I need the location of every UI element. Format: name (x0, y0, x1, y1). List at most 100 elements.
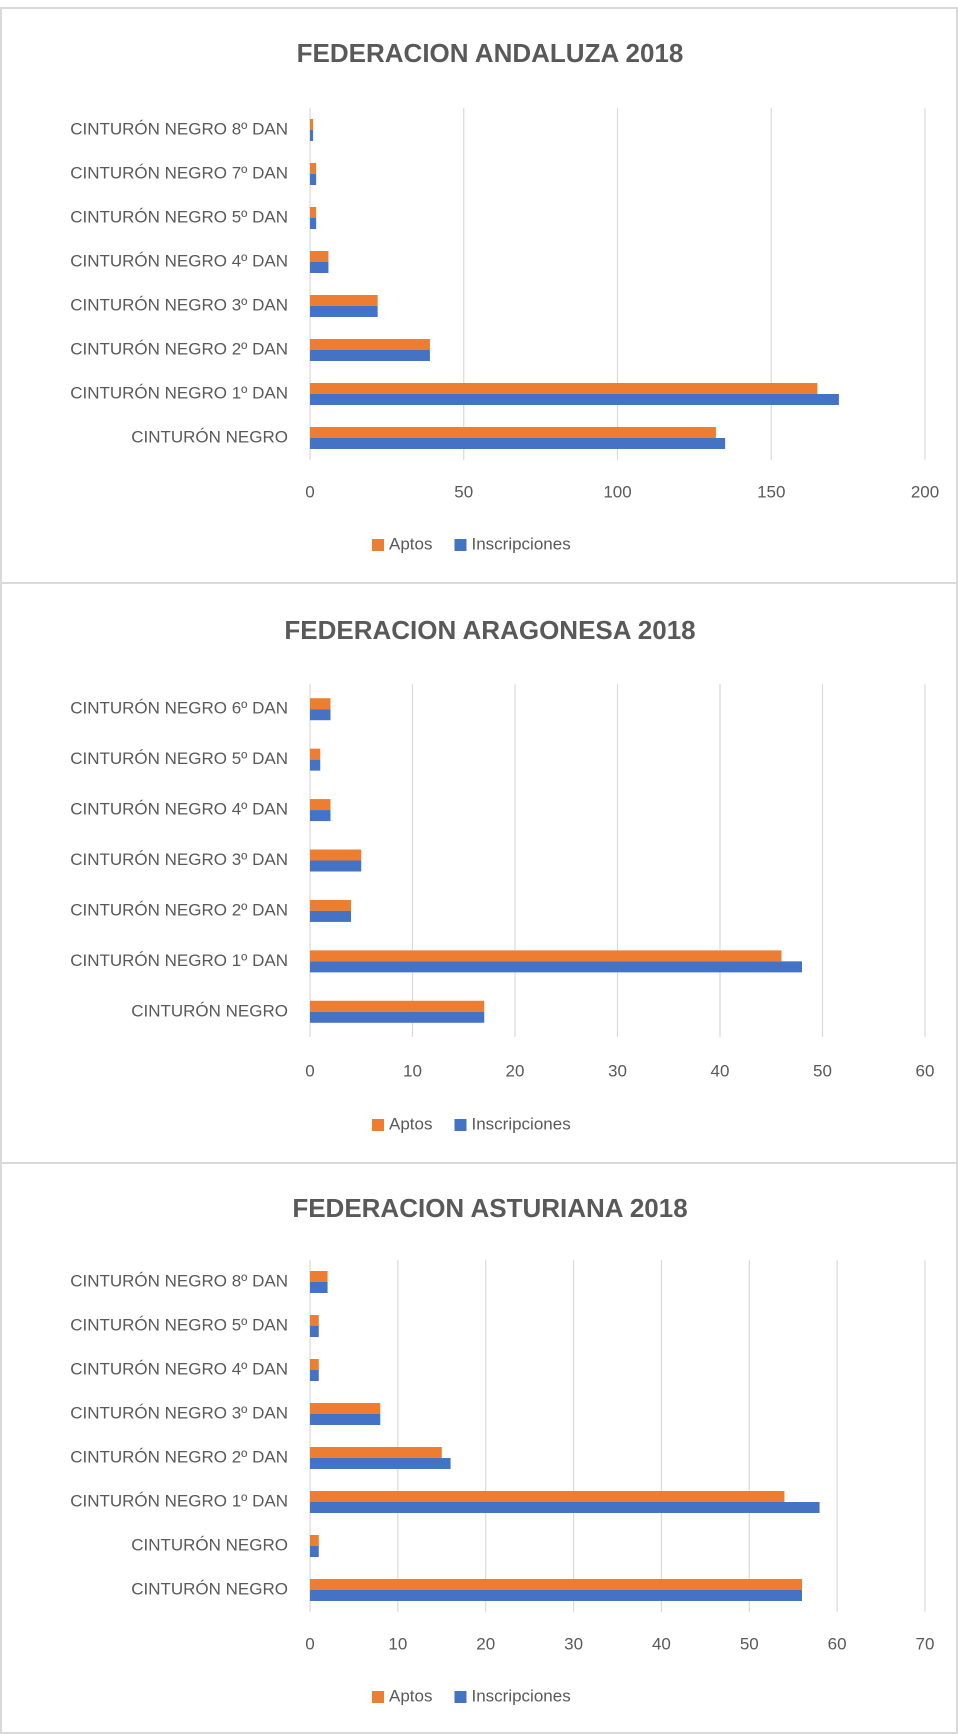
bar (310, 383, 818, 394)
bar (310, 899, 351, 911)
y-tick-label: CINTURÓN NEGRO 1º DAN (70, 951, 288, 970)
y-tick-label: CINTURÓN NEGRO 2º DAN (70, 339, 288, 358)
legend-swatch (372, 1119, 384, 1131)
bar (310, 1458, 451, 1469)
y-tick-label: CINTURÓN NEGRO 6º DAN (70, 699, 288, 718)
x-tick-label: 10 (388, 1634, 407, 1653)
y-tick-label: CINTURÓN NEGRO 5º DAN (70, 207, 288, 226)
x-tick-label: 30 (564, 1634, 583, 1653)
legend-swatch (454, 1691, 467, 1703)
x-tick-label: 0 (305, 482, 314, 501)
x-tick-label: 30 (608, 1061, 627, 1080)
bar (310, 1535, 319, 1546)
bar (310, 262, 329, 273)
bar (310, 295, 378, 306)
panel (0, 582, 958, 1164)
bar (310, 759, 321, 771)
chart-title: FEDERACION ASTURIANA 2018 (292, 1193, 687, 1223)
bar (310, 1326, 319, 1337)
x-tick-label: 20 (476, 1634, 495, 1653)
bar (310, 1282, 328, 1293)
bar (310, 1491, 785, 1502)
bar (310, 350, 430, 361)
x-tick-label: 0 (305, 1634, 314, 1653)
x-tick-label: 60 (828, 1634, 847, 1653)
legend-swatch (454, 539, 467, 551)
bar (310, 1370, 319, 1381)
x-tick-label: 50 (740, 1634, 759, 1653)
legend-swatch (454, 1119, 467, 1131)
x-tick-label: 0 (305, 1061, 314, 1080)
bar (310, 119, 314, 130)
chart-title: FEDERACION ARAGONESA 2018 (284, 615, 695, 645)
x-tick-label: 40 (652, 1634, 671, 1653)
bar (310, 207, 317, 218)
bar (310, 910, 351, 922)
bar (310, 748, 321, 760)
y-tick-label: CINTURÓN NEGRO 4º DAN (70, 1359, 288, 1378)
bar (310, 427, 716, 438)
bar (310, 1403, 381, 1414)
chart-title: FEDERACION ANDALUZA 2018 (297, 38, 684, 68)
bar (310, 438, 726, 449)
bar (310, 1447, 442, 1458)
y-tick-label: CINTURÓN NEGRO 4º DAN (70, 251, 288, 270)
bar (310, 961, 802, 973)
bar (310, 218, 317, 229)
y-tick-label: CINTURÓN NEGRO (131, 1535, 288, 1554)
legend-label: Aptos (389, 534, 432, 553)
bar (310, 1011, 485, 1023)
bar (310, 709, 331, 721)
legend-swatch (372, 1691, 384, 1703)
legend-label: Inscripciones (471, 1114, 570, 1133)
x-tick-label: 60 (916, 1061, 935, 1080)
y-tick-label: CINTURÓN NEGRO 4º DAN (70, 800, 288, 819)
x-tick-label: 10 (403, 1061, 422, 1080)
bar (310, 1000, 485, 1012)
bar (310, 698, 331, 710)
y-tick-label: CINTURÓN NEGRO 3º DAN (70, 295, 288, 314)
legend-label: Inscripciones (471, 1686, 570, 1705)
y-tick-label: CINTURÓN NEGRO 7º DAN (70, 163, 288, 182)
x-tick-label: 200 (911, 482, 939, 501)
y-tick-label: CINTURÓN NEGRO 8º DAN (70, 119, 288, 138)
bar (310, 799, 331, 811)
x-tick-label: 150 (757, 482, 785, 501)
y-tick-label: CINTURÓN NEGRO (131, 1579, 288, 1598)
bar (310, 1359, 319, 1370)
bar (310, 810, 331, 822)
y-tick-label: CINTURÓN NEGRO 5º DAN (70, 1315, 288, 1334)
y-tick-label: CINTURÓN NEGRO (131, 427, 288, 446)
bar (310, 1502, 820, 1513)
legend-swatch (372, 539, 384, 551)
bar (310, 1590, 802, 1601)
bar (310, 174, 317, 185)
bar (310, 1271, 328, 1282)
y-tick-label: CINTURÓN NEGRO 5º DAN (70, 749, 288, 768)
x-tick-label: 100 (603, 482, 631, 501)
bar (310, 306, 378, 317)
bar (310, 163, 317, 174)
y-tick-label: CINTURÓN NEGRO 3º DAN (70, 1403, 288, 1422)
y-tick-label: CINTURÓN NEGRO 1º DAN (70, 383, 288, 402)
bar (310, 1579, 802, 1590)
bar (310, 1414, 381, 1425)
bar (310, 1546, 319, 1557)
x-tick-label: 20 (506, 1061, 525, 1080)
bar (310, 950, 782, 962)
bar (310, 130, 314, 141)
x-tick-label: 40 (711, 1061, 730, 1080)
legend-label: Aptos (389, 1686, 432, 1705)
panel (0, 1162, 958, 1734)
panel (0, 7, 958, 584)
x-tick-label: 70 (916, 1634, 935, 1653)
bar (310, 849, 362, 861)
x-tick-label: 50 (454, 482, 473, 501)
bar (310, 339, 430, 350)
legend-label: Inscripciones (471, 534, 570, 553)
y-tick-label: CINTURÓN NEGRO (131, 1001, 288, 1020)
bar (310, 1315, 319, 1326)
y-tick-label: CINTURÓN NEGRO 3º DAN (70, 850, 288, 869)
